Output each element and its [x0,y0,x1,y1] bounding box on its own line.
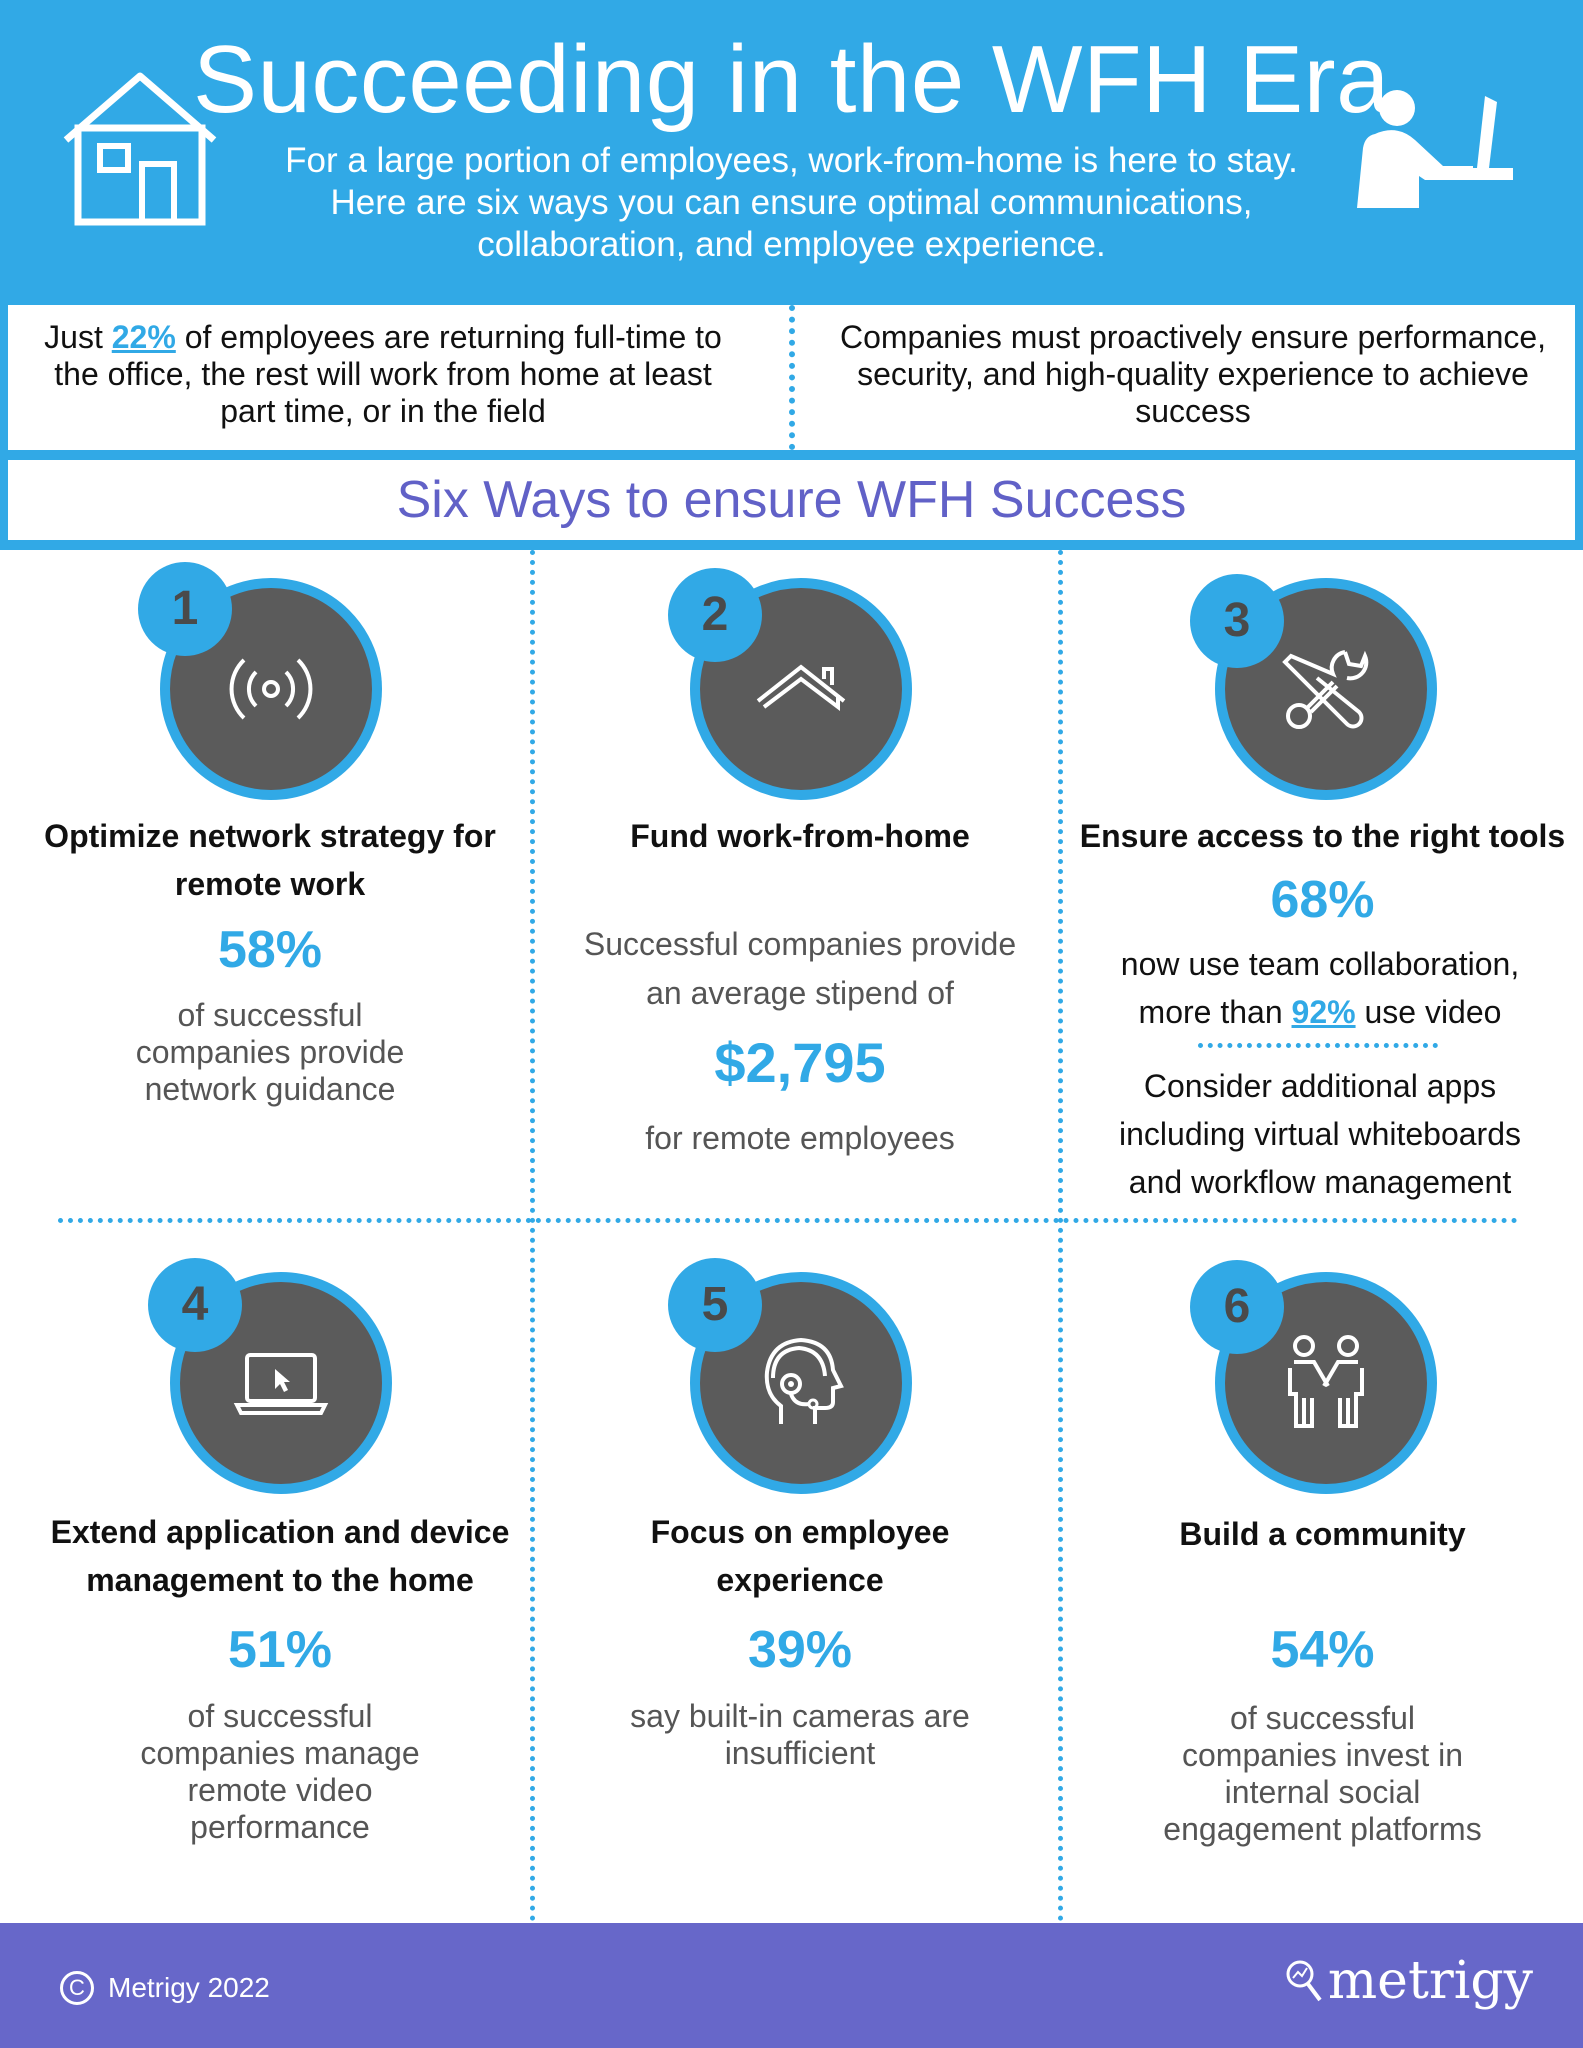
laptop-icon [233,1353,329,1415]
way-2-desc-before: Successful companies provide an average … [583,926,1017,1011]
handshake-icon [1288,1335,1364,1428]
way-3-stat: 68% [1270,871,1375,929]
way-4-stat: 51% [227,1621,333,1679]
video-stat-link[interactable]: 92% [1291,994,1356,1030]
page-subtitle: For a large portion of employees, work-f… [285,141,1298,264]
way-3-desc-extra: Consider additional apps including virtu… [1119,1068,1521,1200]
way-2-desc-after: for remote employees [645,1120,955,1156]
way-3-number: 3 [1190,574,1284,668]
house-icon [63,72,217,226]
header-banner: Succeeding in the WFH Era For a large po… [0,0,1583,550]
headset-icon [764,1337,844,1424]
row-divider [58,1218,1518,1223]
way-5-title: Focus on employee experience [650,1514,950,1598]
way-2-title: Fund work-from-home [630,818,970,854]
intro-divider [789,305,795,450]
way-6-stat: 54% [1270,1621,1375,1679]
way-4-title: Extend application and device management… [50,1514,510,1598]
way-1-stat: 58% [217,921,323,979]
metrigy-logo[interactable]: metrigy [1284,1951,1533,2011]
logo-text: metrigy [1327,1951,1533,2011]
way-1-number: 1 [138,562,232,656]
wireless-signal-icon [229,658,313,720]
way-1-desc: of successful companies provide network … [135,997,405,1107]
magnifier-logo-icon [1286,1960,1322,2002]
way-3-circle [1215,578,1437,800]
way-4-number: 4 [148,1258,242,1352]
way-1-title: Optimize network strategy for remote wor… [44,818,496,902]
way-2-circle [690,578,912,800]
way-3-desc-line2: more than 92% use video [1138,994,1502,1030]
footer: C Metrigy 2022 metrigy [0,1923,1583,2048]
copyright: C Metrigy 2022 [60,1971,270,2005]
column-divider-1 [530,550,535,1922]
person-at-computer-icon [1357,90,1513,208]
copyright-icon: C [60,1971,94,2005]
copyright-text: Metrigy 2022 [108,1972,270,2003]
page-title: Succeeding in the WFH Era [192,26,1391,133]
way-2-number: 2 [668,568,762,662]
way-6-title: Build a community [1179,1516,1466,1552]
returning-stat-link[interactable]: 22% [111,319,176,355]
way-3-desc-line1: now use team collaboration, [1120,946,1520,982]
way-5-desc: say built-in cameras are insufficient [630,1698,970,1771]
column-divider-2 [1058,550,1063,1922]
way-3-title: Ensure access to the right tools [1079,818,1566,854]
intro-left-text: Just 22% of employees are returning full… [44,319,722,429]
way-2-stat: $2,795 [714,1031,886,1094]
way-3-dotted-rule [1198,1043,1438,1048]
way-4-desc: of successful companies manage remote vi… [140,1698,420,1845]
intro-right-text: Companies must proactively ensure perfor… [839,319,1547,429]
way-5-stat: 39% [747,1621,853,1679]
tools-icon [1282,650,1369,729]
way-6-number: 6 [1190,1260,1284,1354]
roof-icon [756,664,846,712]
way-5-number: 5 [668,1258,762,1352]
subhead-box: Six Ways to ensure WFH Success [8,460,1575,540]
intro-section: Just 22% of employees are returning full… [8,305,1575,450]
section-heading: Six Ways to ensure WFH Success [396,471,1187,529]
way-6-desc: of successful companies invest in intern… [1163,1700,1482,1847]
